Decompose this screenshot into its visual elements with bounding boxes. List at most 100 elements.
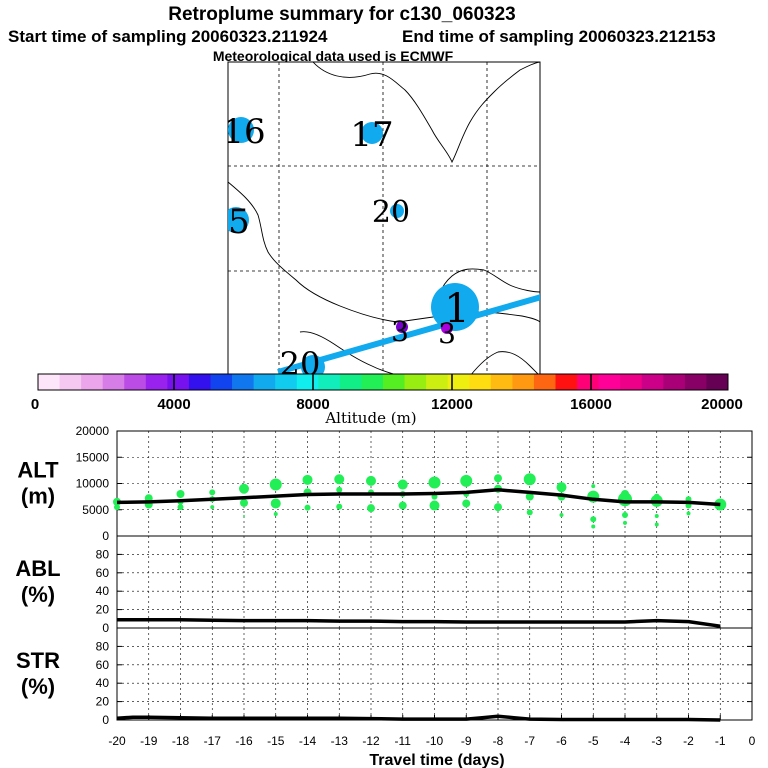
panel-abl: 0 20 40 60 80 ABL(%): [15, 535, 753, 635]
colorbar-segment-3: [102, 374, 125, 390]
colorbar-tick-20000: 20000: [701, 396, 743, 413]
alt-point-45: [590, 516, 597, 523]
alt-point-15: [273, 511, 278, 516]
xtick-label-3: -17: [204, 734, 222, 748]
colorbar-segment-21: [490, 374, 513, 390]
time-series-panels: 05000100001500020000ALT(m)020406080ABL(%…: [15, 424, 753, 727]
end-time-text: End time of sampling 20060323.212153: [402, 27, 716, 46]
ytick-label-str-0: 0: [102, 713, 109, 727]
alt-point-1: [114, 504, 120, 511]
colorbar-tick-8000: 8000: [296, 396, 329, 413]
colorbar-segment-6: [167, 374, 190, 390]
panel-label-alt: ALT: [17, 458, 59, 483]
colorbar-segment-2: [81, 374, 104, 390]
median-line-str: [116, 714, 721, 722]
map-marker-17-circle: [361, 122, 383, 144]
xtick-label-4: -16: [235, 734, 253, 748]
colorbar-segment-30: [684, 374, 707, 390]
xtick-label-15: -5: [588, 734, 599, 748]
xtick-label-9: -11: [395, 734, 412, 748]
panel-unit-alt: (m): [21, 484, 55, 509]
colorbar-segment-4: [124, 374, 147, 390]
alt-point-48: [618, 492, 632, 507]
xtick-label-2: -18: [172, 734, 190, 748]
colorbar-segment-1: [59, 374, 82, 390]
alt-point-4: [176, 490, 185, 498]
map-marker-20b-label: 20: [280, 345, 321, 383]
xtick-label-0: -20: [108, 734, 126, 748]
alt-point-16: [302, 474, 313, 485]
colorbar-segment-0: [38, 374, 60, 390]
xtick-label-16: -4: [620, 734, 631, 748]
xtick-label-8: -12: [362, 734, 380, 748]
map-graticule: [228, 62, 540, 376]
alt-point-46: [591, 524, 596, 529]
alt-point-6: [177, 504, 184, 511]
alt-point-40: [556, 482, 567, 493]
colorbar-segment-18: [426, 374, 449, 390]
colorbar-segment-10: [253, 374, 276, 390]
colorbar-segment-29: [663, 374, 686, 390]
map-marker-1-circle: [431, 283, 479, 331]
alt-point-11: [240, 498, 248, 507]
panel-alt: 0 5000 10000 15000 20000 ALT(m): [17, 424, 753, 543]
xtick-label-17: -3: [651, 734, 662, 748]
colorbar-segment-5: [145, 374, 168, 390]
ytick-label-alt-0: 0: [102, 529, 109, 543]
ytick-label-abl-0: 0: [102, 621, 109, 635]
ytick-label-alt-2: 10000: [76, 477, 110, 491]
met-data-text: Meteorological data used is ECMWF: [213, 48, 454, 64]
alt-point-12: [243, 515, 245, 518]
colorbar-frame: [37, 373, 729, 391]
panel-unit-abl: (%): [21, 582, 55, 607]
alt-point-10: [239, 483, 249, 494]
alt-point-39: [526, 509, 533, 516]
map-marker-3a-label: 3: [391, 315, 409, 348]
map-marker-17-label: 17: [350, 115, 393, 155]
xtick-label-11: -9: [461, 734, 472, 748]
alt-point-54: [654, 522, 659, 527]
alt-point-28: [428, 476, 441, 489]
alt-point-53: [654, 514, 659, 519]
map-frame: [227, 61, 541, 377]
map-marker-5-label: 5: [228, 202, 250, 242]
x-axis-ticks: -20 -19 -18 -17 -16 -15 -14 -13 -12 -11 -10 -9 -8 -7-…: [108, 715, 756, 748]
xtick-label-20: 0: [749, 734, 756, 748]
colorbar-segment-27: [620, 374, 643, 390]
map-marker-5-circle: [228, 207, 249, 233]
alt-point-33: [462, 499, 471, 508]
map-marker-3a-circle: [396, 321, 408, 333]
xtick-label-19: -1: [715, 734, 726, 748]
colorbar-segment-13: [318, 374, 341, 390]
colorbar-segment-26: [598, 374, 621, 390]
alt-point-36: [494, 503, 502, 512]
panel-str: 0 20 40 60 80 STR(%): [16, 627, 753, 727]
xtick-label-1: -19: [140, 734, 158, 748]
start-time-text: Start time of sampling 20060323.211924: [8, 27, 328, 46]
colorbar-segment-11: [275, 374, 298, 390]
colorbar-segment-19: [447, 374, 470, 390]
map-markers: 16 17 5 20 1 3 3 20: [228, 112, 479, 383]
ytick-label-str-4: 80: [96, 639, 110, 653]
alt-point-24: [367, 504, 375, 513]
panel-label-abl: ABL: [15, 556, 60, 581]
colorbar-segment-12: [296, 374, 319, 390]
alt-point-18: [304, 504, 311, 511]
alt-point-30: [429, 500, 440, 511]
alt-point-25: [397, 479, 408, 490]
colorbar-tick-12000: 12000: [431, 396, 473, 413]
colorbar-segment-14: [339, 374, 362, 390]
alt-point-14: [270, 498, 281, 509]
panel-label-str: STR: [16, 648, 60, 673]
median-line-alt: [116, 488, 721, 507]
colorbar-segment-24: [555, 374, 578, 390]
xtick-label-10: -10: [426, 734, 444, 748]
xtick-label-12: -8: [493, 734, 504, 748]
xtick-label-7: -13: [331, 734, 349, 748]
plume-track-line: [277, 294, 540, 375]
ytick-label-str-1: 20: [96, 695, 110, 709]
x-axis-label: Travel time (days): [369, 752, 504, 768]
alt-point-57: [686, 511, 691, 516]
alt-point-42: [559, 513, 564, 517]
